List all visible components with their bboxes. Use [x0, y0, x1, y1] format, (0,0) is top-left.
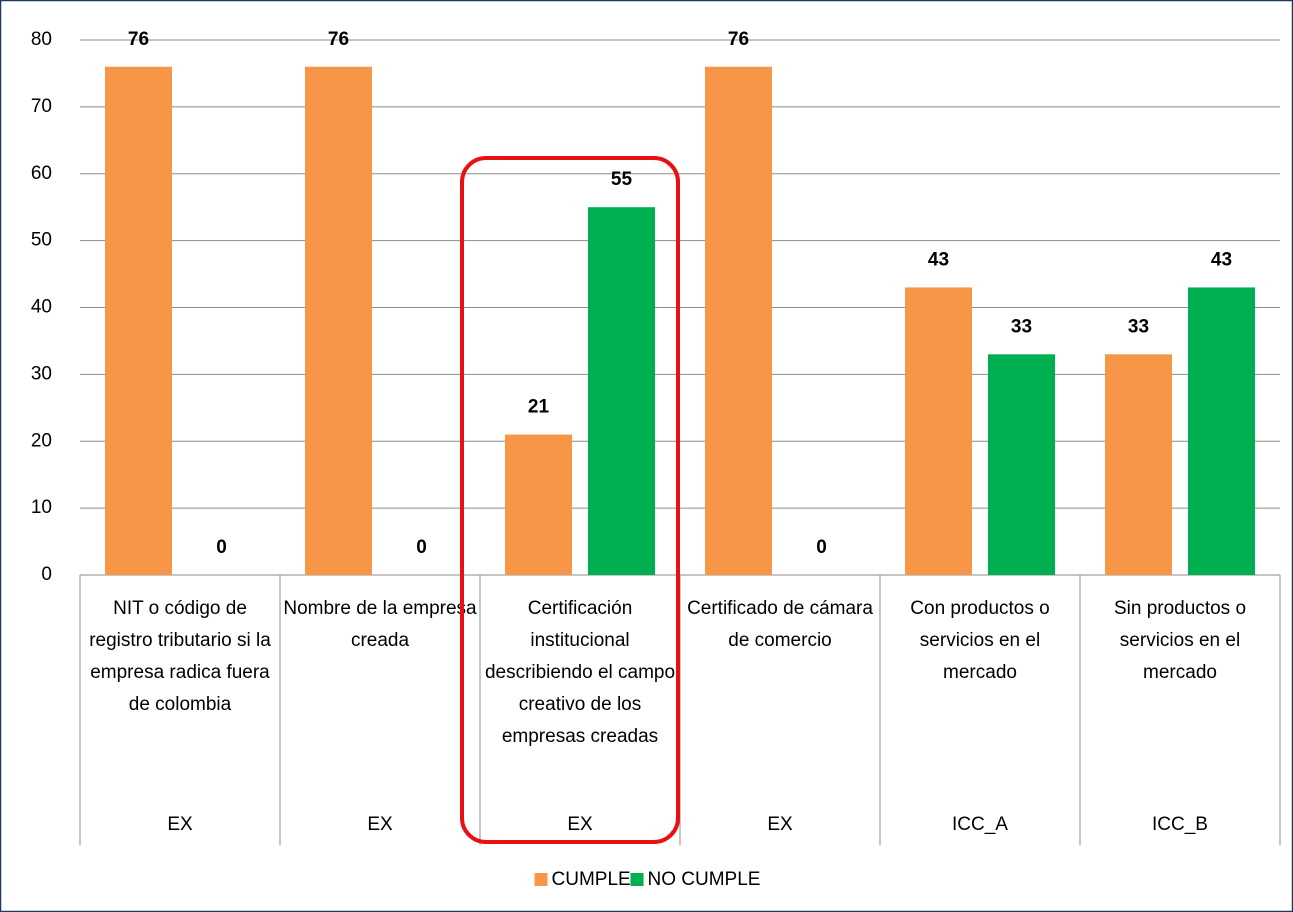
group-label: EX [567, 814, 593, 835]
y-tick-label: 80 [31, 29, 52, 50]
x-tick-label-box: Nombre de la empresa creada [283, 598, 477, 651]
y-tick-label: 70 [31, 96, 52, 117]
y-tick-label: 0 [41, 564, 52, 585]
group-label: EX [367, 814, 393, 835]
group-label: EX [167, 814, 193, 835]
highlight-box [460, 156, 680, 844]
y-tick-label: 30 [31, 363, 52, 384]
bar [1105, 354, 1172, 575]
y-tick-label: 50 [31, 230, 52, 251]
data-label: 0 [816, 537, 827, 558]
x-tick-label-box: Certificado de cámara de comercio [687, 598, 873, 651]
bar [705, 66, 772, 575]
legend-swatch [534, 873, 548, 886]
y-tick-label: 10 [31, 497, 52, 518]
legend-label: NO CUMPLE [648, 869, 761, 890]
data-label: 43 [1211, 249, 1232, 270]
group-label: ICC_A [952, 814, 1008, 835]
bar [1188, 287, 1255, 575]
bar [988, 354, 1055, 575]
y-tick-label: 40 [31, 297, 52, 318]
x-tick-label: Con productos o servicios en el mercado [910, 598, 1050, 683]
data-label: 21 [528, 397, 550, 418]
data-label: 76 [728, 29, 749, 50]
bar [588, 207, 655, 575]
data-label: 33 [1011, 316, 1032, 337]
bar [305, 66, 372, 575]
data-label: 0 [416, 537, 427, 558]
data-label: 43 [928, 249, 949, 270]
x-tick-label-box: Con productos o servicios en el mercado [910, 598, 1050, 683]
data-label: 76 [328, 29, 349, 50]
x-tick-label: Certificado de cámara de comercio [687, 598, 873, 651]
y-tick-label: 60 [31, 163, 52, 184]
x-tick-label: Certificación institucional describiendo… [484, 598, 676, 747]
data-label: 33 [1128, 316, 1149, 337]
bar [105, 66, 172, 575]
bar [505, 434, 572, 575]
bar [905, 287, 972, 575]
x-tick-label-box: Certificación institucional describiendo… [484, 598, 676, 747]
x-tick-label-box: Sin productos o servicios en el mercado [1113, 598, 1247, 683]
legend-swatch [630, 873, 644, 886]
y-tick-label: 20 [31, 430, 52, 451]
group-label: ICC_B [1152, 814, 1208, 835]
legend-label: CUMPLE [552, 869, 631, 890]
data-label: 76 [128, 29, 149, 50]
data-label: 0 [216, 537, 227, 558]
data-label: 55 [611, 169, 633, 190]
x-tick-label: Sin productos o servicios en el mercado [1113, 598, 1247, 683]
x-tick-label: Nombre de la empresa creada [283, 598, 477, 651]
group-label: EX [767, 814, 793, 835]
x-tick-label-box: NIT o código de registro tributario si l… [89, 598, 271, 715]
x-tick-label: NIT o código de registro tributario si l… [89, 598, 271, 715]
